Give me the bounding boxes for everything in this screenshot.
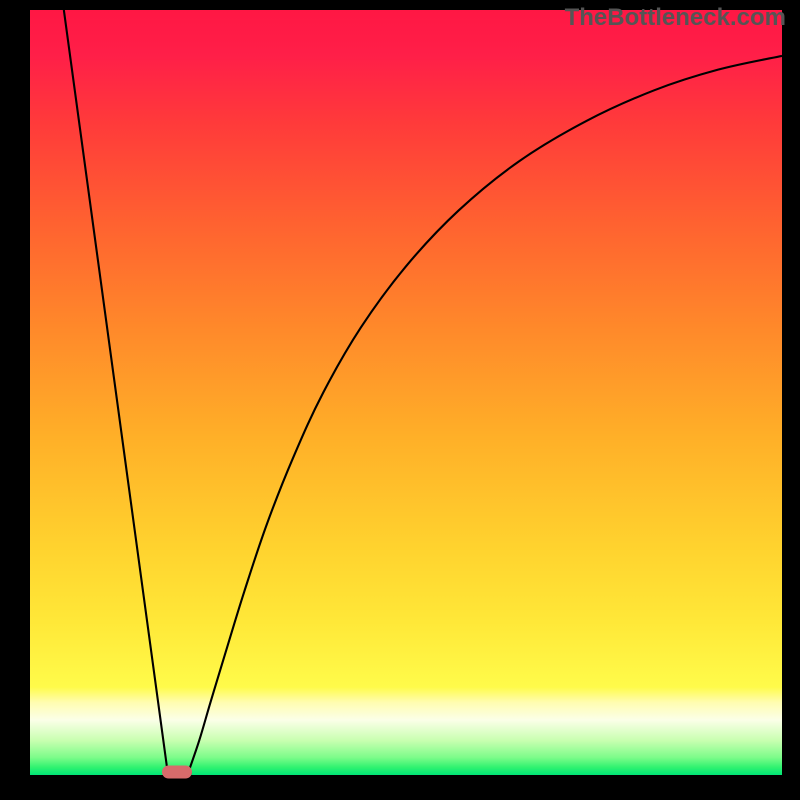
watermark-text: TheBottleneck.com [565, 4, 786, 32]
valley-marker [162, 765, 192, 778]
curve-path [64, 10, 782, 773]
bottleneck-curve [30, 10, 782, 775]
plot-area [30, 10, 782, 775]
chart-container: TheBottleneck.com [0, 0, 800, 800]
